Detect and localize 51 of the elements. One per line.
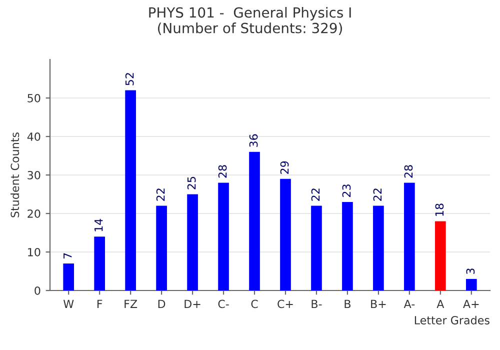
bar bbox=[63, 264, 74, 290]
data-label: 25 bbox=[187, 176, 196, 190]
data-label: 14 bbox=[94, 218, 103, 232]
data-label: 22 bbox=[311, 188, 320, 201]
x-tick-label: B- bbox=[312, 300, 322, 308]
bar bbox=[311, 206, 322, 290]
y-tick-label: 20 bbox=[28, 209, 40, 218]
x-tick-label: D+ bbox=[184, 300, 200, 308]
y-tick-label: 50 bbox=[28, 94, 40, 102]
x-axis-title: Letter Grades bbox=[414, 316, 490, 324]
bar bbox=[342, 202, 353, 290]
bar bbox=[218, 182, 229, 290]
x-tick-label: D bbox=[158, 300, 166, 308]
y-tick-label: 40 bbox=[27, 132, 40, 141]
bar bbox=[187, 194, 198, 290]
data-label: 3 bbox=[466, 268, 475, 274]
y-tick-label: 10 bbox=[28, 248, 40, 256]
chart-title: PHYS 101 - General Physics I (Number of Students: 329) bbox=[149, 7, 351, 35]
x-tick-label: W bbox=[63, 300, 74, 308]
data-label: 22 bbox=[373, 188, 382, 201]
x-tick-label: F bbox=[97, 300, 102, 308]
y-tick-label: 0 bbox=[34, 286, 40, 295]
bar bbox=[280, 178, 291, 290]
data-label: 28 bbox=[218, 165, 227, 178]
bar bbox=[466, 278, 477, 290]
bar bbox=[94, 236, 105, 290]
x-tick-label: A bbox=[436, 300, 444, 308]
x-tick-label: FZ bbox=[124, 300, 138, 308]
bar bbox=[404, 182, 415, 290]
data-label: 28 bbox=[404, 165, 413, 178]
bar bbox=[435, 221, 446, 290]
x-tick-label: B bbox=[344, 300, 350, 308]
bar bbox=[125, 90, 136, 290]
x-tick-label: B+ bbox=[371, 300, 386, 308]
x-tick-label: C bbox=[251, 300, 258, 308]
x-tick-label: A- bbox=[404, 300, 415, 308]
data-label: 23 bbox=[342, 184, 351, 197]
data-label: 29 bbox=[280, 161, 289, 174]
bar bbox=[249, 152, 260, 290]
data-label: 7 bbox=[64, 253, 72, 258]
data-label: 36 bbox=[249, 134, 258, 147]
y-tick-label: 30 bbox=[28, 170, 40, 180]
data-label: 52 bbox=[125, 73, 134, 86]
x-tick-label: C- bbox=[218, 300, 229, 308]
y-axis-title: Student Counts bbox=[10, 132, 20, 218]
data-label: 22 bbox=[156, 188, 165, 201]
bar bbox=[373, 206, 384, 290]
x-tick-label: A+ bbox=[463, 300, 479, 308]
bar bbox=[156, 206, 167, 290]
data-label: 18 bbox=[435, 204, 444, 216]
x-tick-label: C+ bbox=[278, 300, 293, 308]
